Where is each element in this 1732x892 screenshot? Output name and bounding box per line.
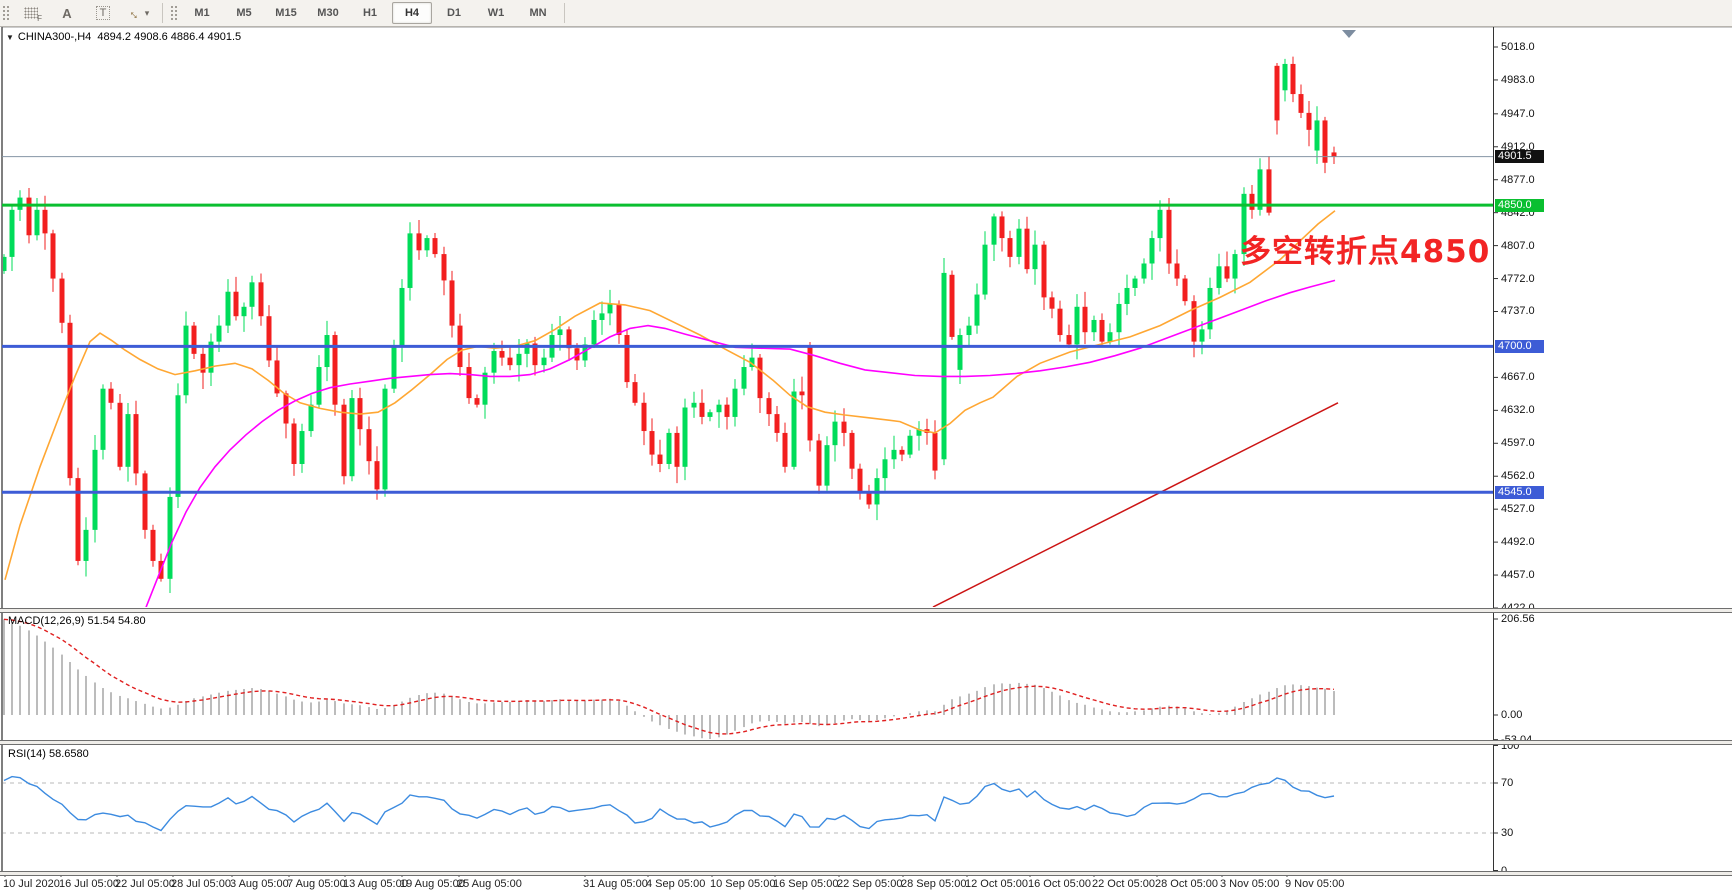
timeframe-button-mn[interactable]: MN [529,7,547,19]
time-axis-label: 22 Sep 05:00 [837,878,903,890]
macd-pane [3,618,1335,739]
timeframe-button-d1[interactable]: D1 [446,7,462,19]
price-tick-label: 4983.0 [1501,73,1535,86]
chart-text-annotation: 多空转折点4850 [1240,234,1491,270]
price-badge-4901.5: 4901.5 [1495,150,1544,164]
timeframe-button-m30[interactable]: M30 [317,7,339,19]
rsi-line [3,775,1335,832]
price-tick-label: 4912.0 [1501,140,1535,153]
macd-signal-line [3,618,1335,735]
rsi-tick-label: 30 [1501,827,1514,839]
time-axis-label: 22 Jul 05:00 [115,878,175,890]
timeframe-button-m15[interactable]: M15 [275,7,297,19]
price-badge-4850.0: 4850.0 [1495,198,1544,212]
time-axis-label: 10 Jul 2020 [3,878,60,890]
time-axis-label: 10 Sep 05:00 [710,878,776,890]
time-axis-label: 16 Sep 05:00 [773,878,839,890]
ma-orange-line [4,210,1336,581]
symbol-dropdown-icon[interactable]: ▼ [6,33,14,42]
shift-marker-icon [1342,30,1356,38]
time-axis-label: 28 Oct 05:00 [1155,878,1218,890]
pane-splitter-main-macd[interactable] [0,608,1732,613]
cursor-arrows-icon: ↔ [125,3,146,23]
rsi-tick-label: 70 [1501,777,1514,789]
toolbar-drag-handle[interactable] [2,5,10,21]
time-axis-label: 16 Oct 05:00 [1028,878,1091,890]
price-tick-label: 4632.0 [1501,404,1535,417]
timeframe-button-h4[interactable]: H4 [392,2,432,24]
time-axis-label: 28 Sep 05:00 [901,878,967,890]
rsi-tick-label: 0 [1501,865,1507,877]
time-axis-label: 28 Jul 05:00 [171,878,231,890]
toolbar-separator [162,3,163,23]
grid-properties-button[interactable]: F [14,2,48,24]
timeframe-button-m5[interactable]: M5 [236,7,252,19]
price-tick-label: 4807.0 [1501,239,1535,252]
price-tick-label: 4772.0 [1501,272,1535,285]
chart-symbol-label[interactable]: ▼ CHINA300-,H4 4894.2 4908.6 4886.4 4901.… [6,31,241,43]
time-axis-label: 3 Aug 05:00 [230,878,289,890]
price-tick-label: 4457.0 [1501,569,1535,582]
pane-splitter-macd-rsi[interactable] [0,740,1732,745]
time-axis-label: 31 Aug 05:00 [583,878,648,890]
price-tick-label: 4527.0 [1501,503,1535,516]
price-tick-label: 4667.0 [1501,371,1535,384]
time-axis-label: 12 Oct 05:00 [965,878,1028,890]
macd-tick-label: 206.56 [1501,613,1535,625]
cursor-tool-button[interactable]: ↔ ▾ [122,2,156,24]
time-axis-label: 3 Nov 05:00 [1220,878,1280,890]
toolbar-drag-handle-2[interactable] [170,5,178,21]
pane-splitter-rsi-timeaxis[interactable] [0,871,1732,876]
main-pane [3,56,1339,607]
text-label-button[interactable]: T [86,2,120,24]
rsi-pane [3,775,1493,834]
time-axis-label: 19 Aug 05:00 [400,878,465,890]
rsi-indicator-label: RSI(14) 58.6580 [8,748,89,760]
toolbar: F A T ↔ ▾ M1 M5 M15 M30 H1 H4 D1 W1 MN [0,0,1732,27]
price-badge-4545.0: 4545.0 [1495,485,1544,499]
dropdown-caret-icon: ▾ [144,7,150,18]
symbol-name: CHINA300-,H4 [17,31,92,43]
text-label-icon: T [95,6,111,20]
time-axis-label: 4 Sep 05:00 [646,878,706,890]
candlesticks [3,56,1337,593]
text-annotation-button[interactable]: A [50,2,84,24]
timeframe-button-h1[interactable]: H1 [362,7,378,19]
price-tick-label: 4877.0 [1501,173,1535,186]
time-axis-label: 9 Nov 05:00 [1285,878,1345,890]
price-tick-label: 5018.0 [1501,41,1535,53]
ma-magenta-line [145,279,1336,607]
toolbar-separator-2 [564,3,565,23]
price-tick-label: 4597.0 [1501,437,1535,450]
macd-tick-label: 0.00 [1501,709,1523,721]
timeframe-button-m1[interactable]: M1 [194,7,210,19]
price-tick-label: 4947.0 [1501,107,1535,120]
time-axis-label: 7 Aug 05:00 [287,878,346,890]
time-axis-label: 25 Aug 05:00 [457,878,522,890]
grid-properties-icon: F [24,7,42,23]
symbol-ohlc-values: 4894.2 4908.6 4886.4 4901.5 [97,31,242,43]
text-a-icon: A [62,5,72,21]
price-tick-label: 4737.0 [1501,305,1535,318]
price-badge-4700.0: 4700.0 [1495,339,1544,353]
macd-indicator-label: MACD(12,26,9) 51.54 54.80 [8,615,146,627]
time-axis-label: 13 Aug 05:00 [343,878,408,890]
time-axis-label: 22 Oct 05:00 [1092,878,1155,890]
price-tick-label: 4492.0 [1501,536,1535,549]
timeframe-button-w1[interactable]: W1 [487,7,505,19]
timeframe-group: M1 M5 M15 M30 H1 H4 D1 W1 MN [181,2,559,24]
time-axis-label: 16 Jul 05:00 [59,878,119,890]
trendline-red [932,402,1339,607]
price-tick-label: 4562.0 [1501,470,1535,483]
